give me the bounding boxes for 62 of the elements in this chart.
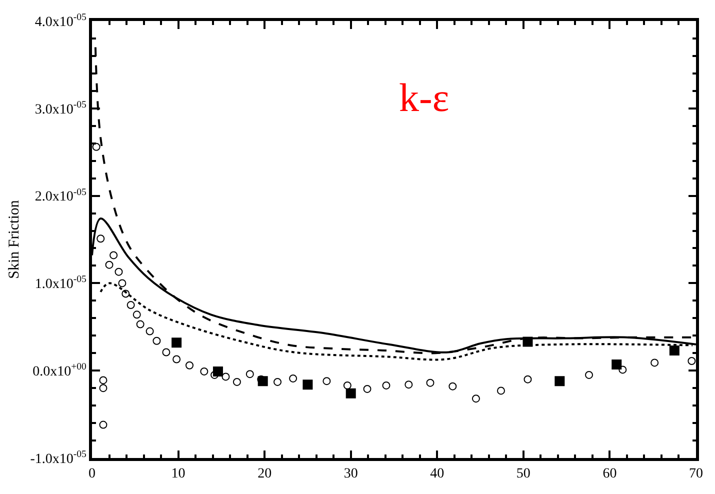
point <box>212 366 223 376</box>
point <box>105 260 114 269</box>
point <box>322 377 331 386</box>
point <box>618 366 627 374</box>
point <box>132 310 141 319</box>
point <box>146 327 154 336</box>
point <box>524 375 532 384</box>
y-tick-label: -1.0x10$^{-05}$ <box>30 449 87 467</box>
point <box>363 384 372 393</box>
y-tick-label: 3.0x10$^{-05}$ <box>34 99 87 118</box>
point <box>289 374 298 382</box>
point <box>126 301 135 310</box>
x-tick-label: 60 <box>602 466 617 482</box>
point <box>172 338 182 348</box>
point <box>346 388 356 398</box>
point <box>118 279 126 288</box>
point <box>92 142 100 151</box>
point <box>302 380 313 390</box>
point <box>496 386 505 395</box>
point <box>200 367 208 376</box>
point <box>669 346 680 356</box>
point <box>96 234 105 243</box>
y-axis-title: Skin Friction <box>6 200 22 279</box>
point <box>114 268 123 276</box>
point <box>404 380 413 389</box>
point <box>426 378 434 387</box>
point <box>612 359 622 370</box>
point <box>136 320 144 328</box>
point <box>472 394 480 403</box>
y-tick-label: 2.0x10$^{-05}$ <box>34 186 87 205</box>
x-tick-label: 40 <box>430 466 444 482</box>
point <box>210 370 219 379</box>
point <box>99 384 108 392</box>
x-tick-label: 30 <box>344 466 358 482</box>
x-tick-label: 20 <box>258 466 272 482</box>
point <box>274 378 282 386</box>
point <box>650 358 659 367</box>
annotation: k-ε <box>399 75 450 120</box>
point <box>110 251 118 260</box>
point <box>122 290 130 298</box>
point <box>585 370 594 379</box>
x-tick-label: 0 <box>88 466 96 482</box>
point <box>99 376 108 384</box>
point <box>246 370 254 378</box>
point <box>343 381 352 390</box>
point <box>688 356 696 365</box>
y-tick-label: 1.0x10$^{-05}$ <box>34 274 87 292</box>
point <box>186 361 194 370</box>
y-tick-label: 0.0x10$^{+00}$ <box>32 362 87 380</box>
x-tick-label: 10 <box>171 466 186 482</box>
point <box>232 378 241 386</box>
point <box>382 381 390 390</box>
point <box>172 355 181 364</box>
point <box>152 336 161 345</box>
point <box>162 348 170 356</box>
point <box>222 372 230 381</box>
y-tick-label: 4.0x10$^{-05}$ <box>34 12 87 30</box>
point <box>448 382 457 390</box>
point <box>554 376 565 386</box>
point <box>99 420 108 429</box>
x-tick-label: 50 <box>516 466 530 482</box>
x-tick-label: 70 <box>689 466 703 482</box>
